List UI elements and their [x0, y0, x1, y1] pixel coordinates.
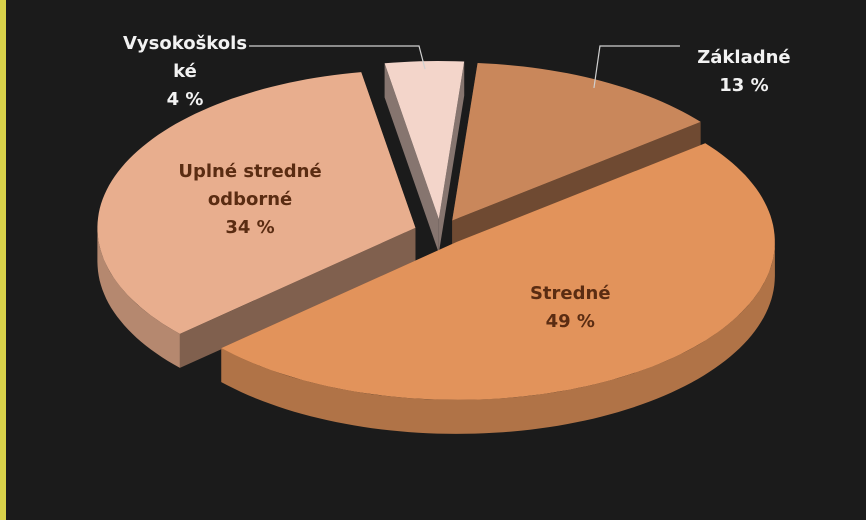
- slice-top: [452, 63, 701, 221]
- slice-top: [97, 72, 416, 334]
- edge: [0, 0, 6, 520]
- slice-wall: [438, 61, 465, 254]
- slice-value: 13 %: [719, 75, 769, 96]
- slice-name: Základné: [697, 47, 791, 68]
- slice: [384, 61, 465, 254]
- slice-label: Vysokoškolské 4 %: [121, 30, 249, 114]
- slice-name: Vysokoškolské: [122, 33, 248, 82]
- slice-top: [384, 61, 465, 220]
- slice-top: [221, 143, 775, 400]
- slice-value: 34 %: [225, 216, 275, 238]
- slice: [221, 143, 775, 434]
- slice-wall: [179, 227, 416, 368]
- slice-name: Stredné: [529, 283, 611, 305]
- slice-label: Základné 13 %: [680, 44, 808, 100]
- leader-line: [593, 45, 680, 89]
- slice-side: [97, 227, 180, 368]
- slice: [97, 72, 416, 368]
- slice-value: 4 %: [166, 89, 204, 110]
- slice-name: Uplné stredné odborné: [178, 160, 322, 210]
- slice-label: Stredné 49 %: [485, 280, 655, 336]
- slice-wall: [384, 63, 439, 254]
- slice-label: Uplné stredné odborné 34 %: [165, 158, 335, 242]
- slice-value: 49 %: [545, 311, 595, 333]
- slice-side: [221, 241, 775, 434]
- leader-line: [249, 45, 426, 70]
